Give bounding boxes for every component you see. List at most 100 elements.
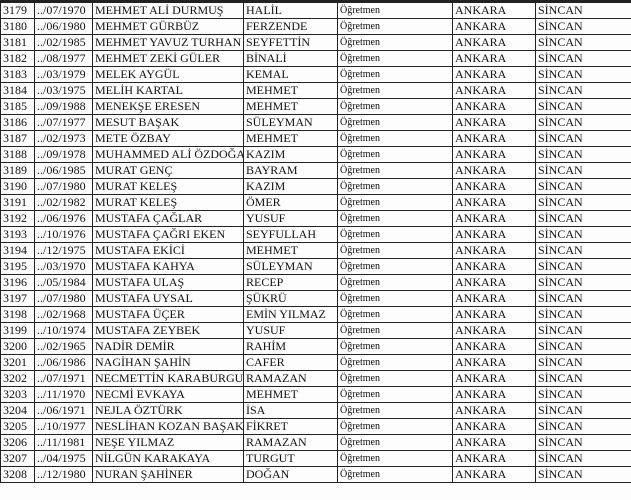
row-number: 3184 [0,82,35,99]
table-row: 3185 ../09/1988 MENEKŞE ERESEN MEHMET Öğretm… [0,98,631,115]
district: SİNCAN [535,434,631,451]
father-name: SÜLEYMAN [243,258,338,275]
table-row: 3181 ../02/1985 MEHMET YAVUZ TURHAN SEYFETT… [0,34,631,51]
row-number: 3182 [0,50,35,67]
full-name: MUSTAFA UYSAL [92,290,244,307]
father-name: MEHMET [243,242,338,259]
district: SİNCAN [535,418,631,435]
birth-date: ../02/1973 [34,130,93,147]
job-title: Öğretmen [337,2,453,19]
row-number: 3197 [0,290,35,307]
full-name: NAGİHAN ŞAHİN [92,354,244,371]
job-title: Öğretmen [337,98,453,115]
district: SİNCAN [535,34,631,51]
table-row: 3205 ../10/1977 NESLİHAN KOZAN BAŞAK FİKRET… [0,418,631,435]
district: SİNCAN [535,114,631,131]
full-name: MUSTAFA ÇAĞRI EKEN [92,226,244,243]
table-row: 3194 ../12/1975 MUSTAFA EKİCİ MEHMET Öğretme… [0,242,631,259]
father-name: RAMAZAN [243,434,338,451]
birth-date: ../11/1970 [34,386,93,403]
table-row: 3206 ../11/1981 NEŞE YILMAZ RAMAZAN Öğretmen… [0,434,631,451]
district: SİNCAN [535,18,631,35]
birth-date: ../12/1980 [34,466,93,483]
province: ANKARA [452,146,536,163]
table-row: 3199 ../10/1974 MUSTAFA ZEYBEK YUSUF Öğretme… [0,322,631,339]
job-title: Öğretmen [337,226,453,243]
table-row: 3203 ../11/1970 NECMİ EVKAYA MEHMET Öğretmen… [0,386,631,403]
district: SİNCAN [535,82,631,99]
table-row: 3195 ../03/1970 MUSTAFA KAHYA SÜLEYMAN Öğret… [0,258,631,275]
birth-date: ../06/1986 [34,354,93,371]
birth-date: ../08/1977 [34,50,93,67]
birth-date: ../07/1980 [34,178,93,195]
full-name: NEJLA ÖZTÜRK [92,402,244,419]
job-title: Öğretmen [337,114,453,131]
job-title: Öğretmen [337,306,453,323]
full-name: MUSTAFA KAHYA [92,258,244,275]
birth-date: ../04/1975 [34,450,93,467]
job-title: Öğretmen [337,434,453,451]
father-name: MEHMET [243,130,338,147]
father-name: ŞÜKRÜ [243,290,338,307]
birth-date: ../09/1988 [34,98,93,115]
job-title: Öğretmen [337,274,453,291]
table-row: 3179 ../07/1970 MEHMET ALİ DURMUŞ HALİL Öğre… [0,2,631,19]
birth-date: ../03/1979 [34,66,93,83]
full-name: MURAT GENÇ [92,162,244,179]
birth-date: ../06/1980 [34,18,93,35]
full-name: MEHMET ZEKİ GÜLER [92,50,244,67]
birth-date: ../07/1980 [34,290,93,307]
row-number: 3183 [0,66,35,83]
province: ANKARA [452,162,536,179]
birth-date: ../07/1970 [34,2,93,19]
full-name: MUSTAFA ÜÇER [92,306,244,323]
father-name: BAYRAM [243,162,338,179]
job-title: Öğretmen [337,258,453,275]
father-name: SÜLEYMAN [243,114,338,131]
row-number: 3207 [0,450,35,467]
full-name: MEHMET YAVUZ TURHAN [92,34,244,51]
district: SİNCAN [535,98,631,115]
job-title: Öğretmen [337,402,453,419]
father-name: KEMAL [243,66,338,83]
job-title: Öğretmen [337,242,453,259]
province: ANKARA [452,354,536,371]
job-title: Öğretmen [337,450,453,467]
father-name: HALİL [243,2,338,19]
province: ANKARA [452,466,536,483]
province: ANKARA [452,322,536,339]
row-number: 3195 [0,258,35,275]
birth-date: ../02/1968 [34,306,93,323]
full-name: MUSTAFA EKİCİ [92,242,244,259]
full-name: MUSTAFA ULAŞ [92,274,244,291]
job-title: Öğretmen [337,18,453,35]
full-name: MURAT KELEŞ [92,194,244,211]
province: ANKARA [452,18,536,35]
district: SİNCAN [535,258,631,275]
full-name: NECMİ EVKAYA [92,386,244,403]
table-row: 3193 ../10/1976 MUSTAFA ÇAĞRI EKEN SEYFULLA… [0,226,631,243]
district: SİNCAN [535,50,631,67]
birth-date: ../10/1974 [34,322,93,339]
full-name: NESLİHAN KOZAN BAŞAK [92,418,244,435]
job-title: Öğretmen [337,418,453,435]
table-row: 3182 ../08/1977 MEHMET ZEKİ GÜLER BİNALİ Öğr… [0,50,631,67]
table-row: 3192 ../06/1976 MUSTAFA ÇAĞLAR YUSUF Öğretme… [0,210,631,227]
father-name: YUSUF [243,210,338,227]
father-name: CAFER [243,354,338,371]
job-title: Öğretmen [337,354,453,371]
province: ANKARA [452,242,536,259]
district: SİNCAN [535,66,631,83]
district: SİNCAN [535,466,631,483]
full-name: METE ÖZBAY [92,130,244,147]
birth-date: ../03/1970 [34,258,93,275]
father-name: İSA [243,402,338,419]
full-name: MUSTAFA ÇAĞLAR [92,210,244,227]
table-row: 3197 ../07/1980 MUSTAFA UYSAL ŞÜKRÜ Öğretmen… [0,290,631,307]
table-row: 3188 ../09/1978 MUHAMMED ALİ ÖZDOĞAN KAZIM Ö… [0,146,631,163]
province: ANKARA [452,82,536,99]
full-name: MELEK AYGÜL [92,66,244,83]
district: SİNCAN [535,402,631,419]
full-name: NADİR DEMİR [92,338,244,355]
